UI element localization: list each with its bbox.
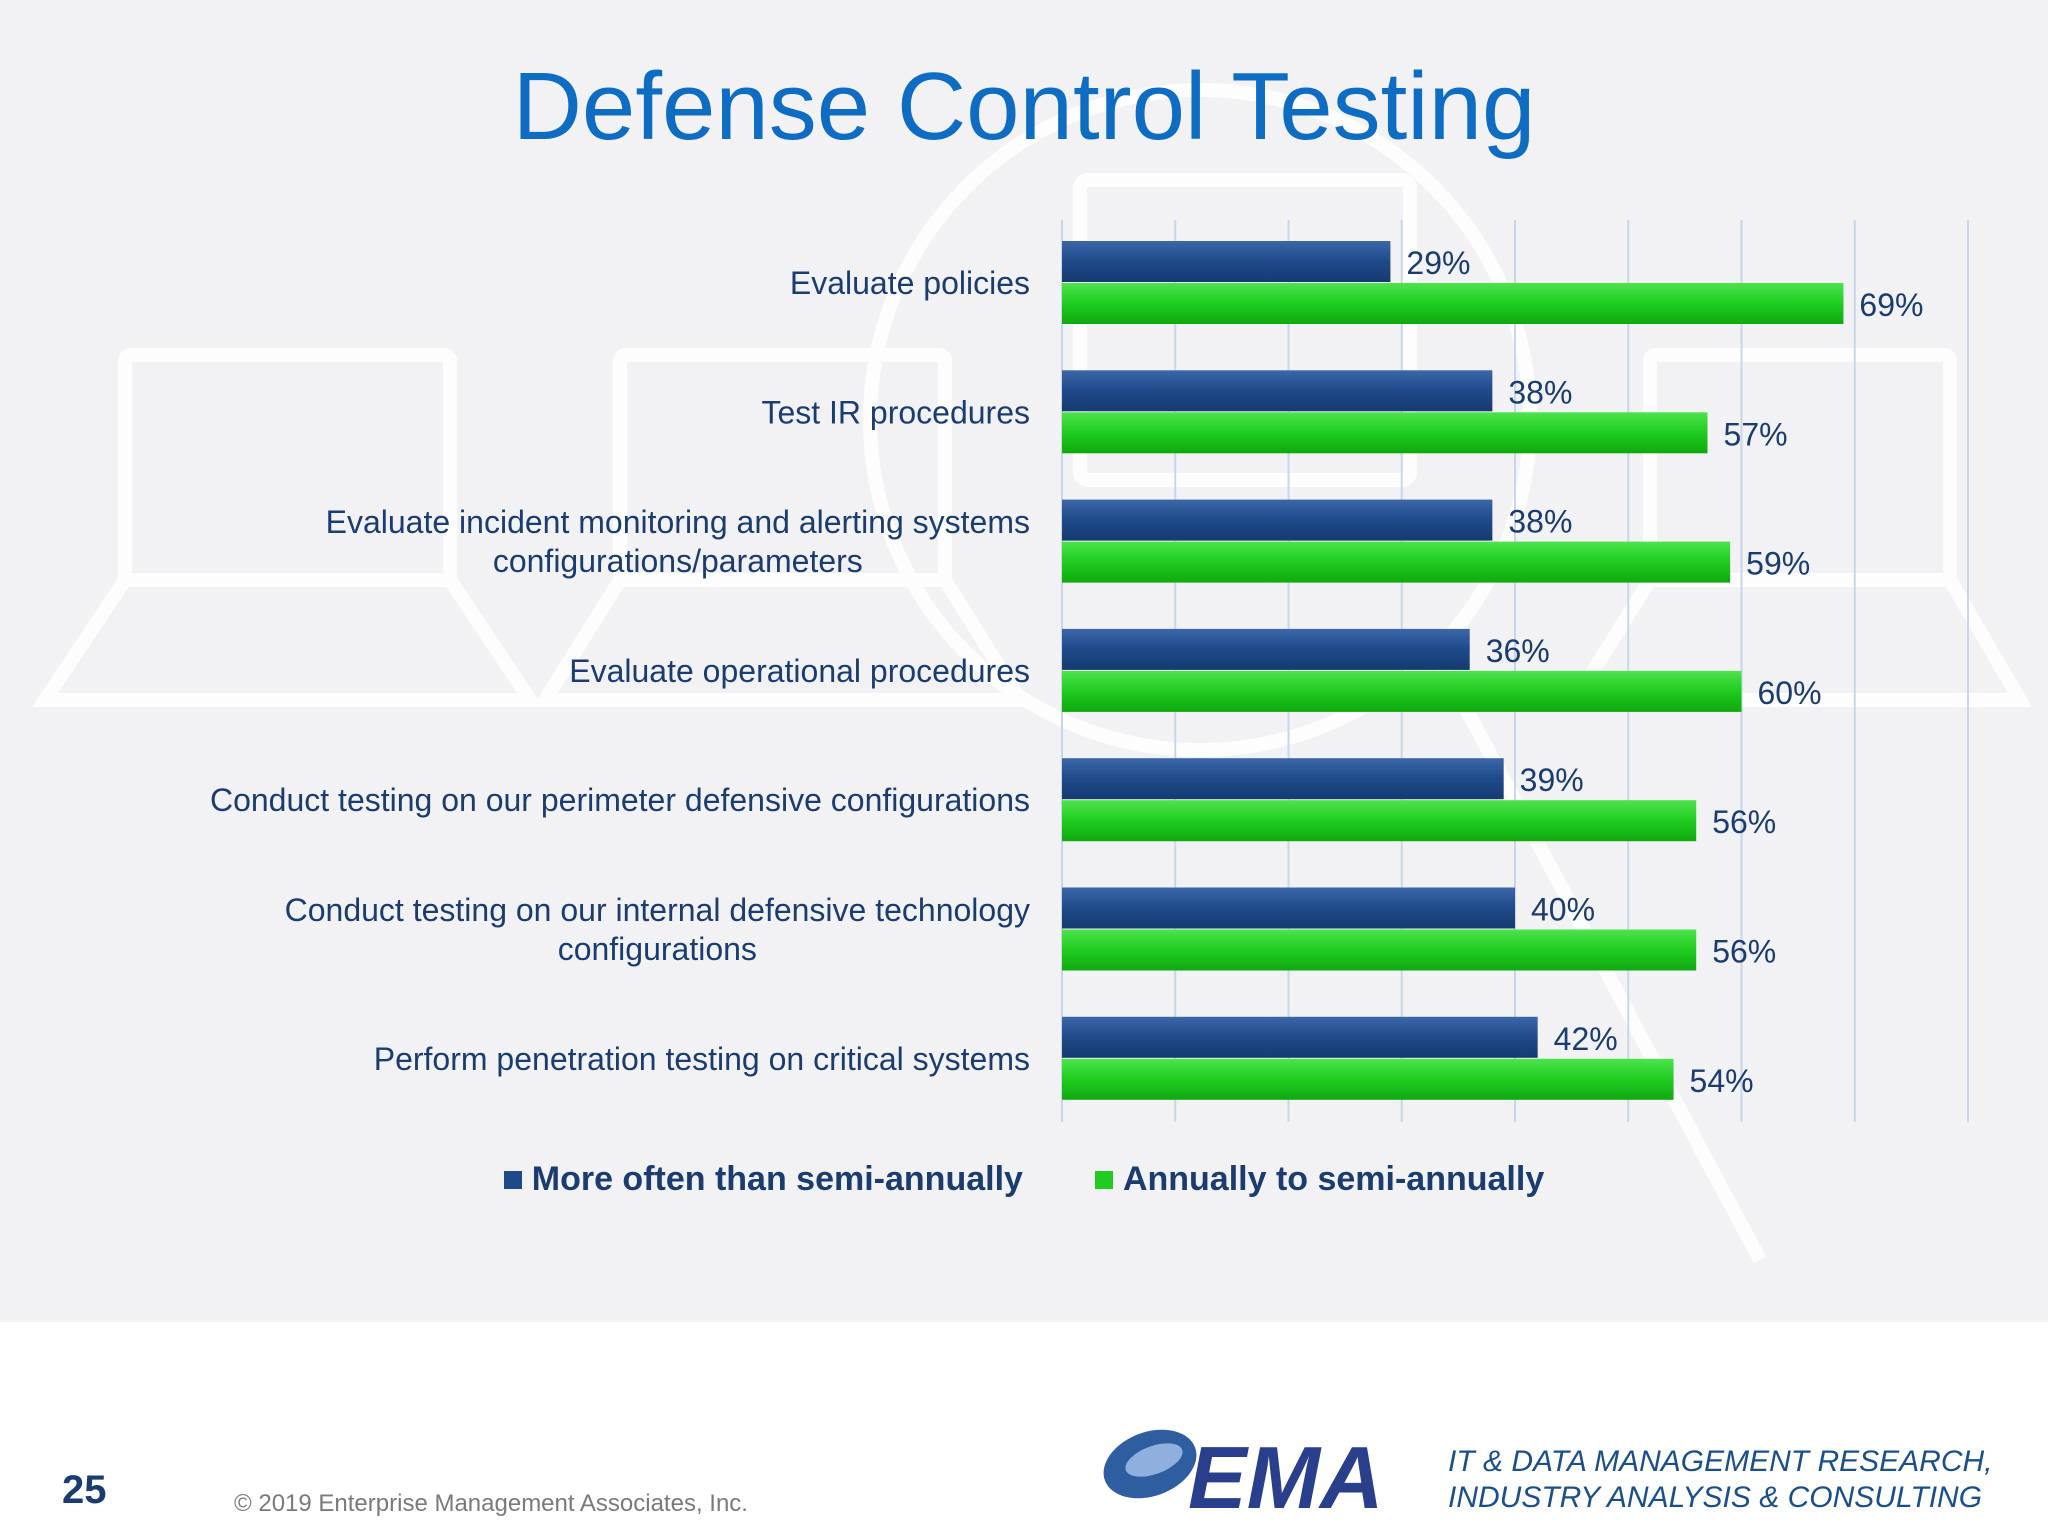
legend-item-series-1: More often than semi-annually: [503, 1160, 1023, 1199]
bars: 29% 69% 38% 57% 38% 59% 36% 60% 39% 56% 40% 56% 42% 5…: [1062, 241, 1923, 1100]
bar-more-often-5: [1062, 758, 1504, 800]
data-label: 38%: [1508, 374, 1572, 410]
data-label: 39%: [1520, 762, 1584, 798]
footer: 25 © 2019 Enterprise Management Associat…: [0, 1322, 2048, 1536]
tagline-line-1: IT & DATA MANAGEMENT RESEARCH,: [1448, 1445, 1993, 1478]
ema-logo-text: EMA: [1188, 1428, 1384, 1518]
bar-annually-3: [1062, 541, 1731, 583]
legend-swatch-series-2: [1094, 1170, 1113, 1189]
legend: More often than semi-annually Annually t…: [0, 1160, 2048, 1199]
data-label: 40%: [1531, 892, 1595, 928]
data-label: 59%: [1746, 546, 1810, 582]
bar-more-often-4: [1062, 628, 1470, 670]
data-label: 29%: [1406, 245, 1470, 281]
copyright-text: © 2019 Enterprise Management Associates,…: [234, 1490, 748, 1517]
category-label: Conduct testing on our internal defensiv…: [285, 892, 1030, 928]
tagline-line-2: INDUSTRY ANALYSIS & CONSULTING: [1448, 1481, 1983, 1514]
bar-more-often-7: [1062, 1016, 1538, 1058]
bar-annually-1: [1062, 283, 1844, 324]
category-labels: Evaluate policies Test IR procedures Evalu…: [210, 265, 1030, 1077]
data-label: 36%: [1486, 633, 1550, 669]
data-label: 60%: [1758, 675, 1822, 711]
bar-more-often-3: [1062, 499, 1493, 541]
category-label: Evaluate operational procedures: [569, 653, 1030, 689]
data-label: 56%: [1712, 934, 1776, 970]
slide-content: Defense Control Testing 29% 69% 38% 57% 38% 5…: [0, 0, 2048, 1322]
category-label: Test IR procedures: [761, 394, 1030, 430]
legend-label-series-1: More often than semi-annually: [531, 1160, 1023, 1198]
category-label: configurations/parameters: [493, 543, 863, 579]
tagline: IT & DATA MANAGEMENT RESEARCH, INDUSTRY …: [1448, 1444, 1993, 1516]
bar-annually-2: [1062, 412, 1708, 454]
category-label: Evaluate policies: [790, 265, 1030, 301]
category-label: Conduct testing on our perimeter defensi…: [210, 782, 1030, 818]
page-number: 25: [62, 1468, 107, 1512]
category-label: configurations: [558, 931, 757, 967]
category-label: Evaluate incident monitoring and alertin…: [326, 504, 1030, 540]
slide-title: Defense Control Testing: [512, 53, 1536, 160]
data-label: 57%: [1724, 416, 1788, 452]
data-label: 69%: [1859, 287, 1923, 323]
bar-annually-6: [1062, 929, 1697, 971]
data-label: 38%: [1508, 504, 1572, 540]
ema-logo: EMA: [1103, 1428, 1384, 1518]
bar-annually-5: [1062, 800, 1697, 842]
data-label: 54%: [1690, 1063, 1754, 1099]
bar-more-often-1: [1062, 241, 1391, 282]
data-label: 56%: [1712, 804, 1776, 840]
data-label: 42%: [1554, 1021, 1618, 1057]
bar-annually-7: [1062, 1058, 1674, 1100]
bar-annually-4: [1062, 670, 1742, 712]
legend-item-series-2: Annually to semi-annually: [1094, 1160, 1545, 1199]
bar-more-often-2: [1062, 370, 1493, 412]
bar-chart: 29% 69% 38% 57% 38% 59% 36% 60% 39% 56% 40% 56% 42% 5…: [210, 220, 1969, 1122]
legend-swatch-series-1: [503, 1170, 522, 1189]
category-label: Perform penetration testing on critical …: [374, 1041, 1030, 1077]
legend-label-series-2: Annually to semi-annually: [1122, 1160, 1545, 1198]
bar-more-often-6: [1062, 887, 1515, 929]
